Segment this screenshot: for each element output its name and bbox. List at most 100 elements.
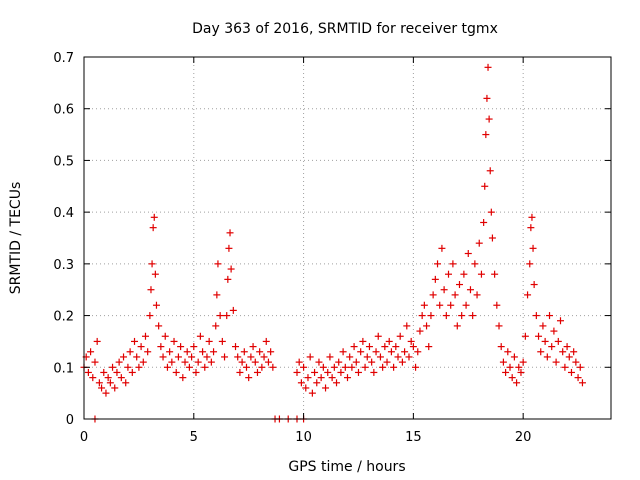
data-point — [357, 348, 365, 356]
data-point — [192, 368, 200, 376]
data-point — [131, 337, 139, 345]
data-point — [440, 286, 448, 294]
data-point — [570, 348, 578, 356]
data-point — [412, 363, 420, 371]
data-point — [493, 301, 501, 309]
data-point — [139, 358, 147, 366]
data-point — [403, 322, 411, 330]
data-point — [196, 332, 204, 340]
data-point — [434, 260, 442, 268]
data-point — [350, 343, 358, 351]
data-point — [236, 368, 244, 376]
data-point — [317, 374, 325, 382]
data-point — [313, 379, 321, 387]
data-point — [521, 332, 529, 340]
data-point — [486, 167, 494, 175]
data-point — [199, 348, 207, 356]
data-point — [574, 374, 582, 382]
data-point — [179, 374, 187, 382]
data-point — [319, 363, 327, 371]
data-point — [141, 332, 149, 340]
data-point — [372, 348, 380, 356]
data-point — [414, 348, 422, 356]
y-tick-label: 0.3 — [53, 258, 74, 273]
plot-frame — [83, 56, 612, 420]
data-point — [455, 281, 463, 289]
data-point — [304, 374, 312, 382]
data-point — [578, 379, 586, 387]
data-point — [137, 343, 145, 351]
data-point — [438, 244, 446, 252]
data-point — [207, 358, 215, 366]
data-point — [390, 363, 398, 371]
data-point — [359, 337, 367, 345]
data-point — [185, 363, 193, 371]
data-point — [401, 348, 409, 356]
data-point — [148, 260, 156, 268]
data-point — [210, 348, 218, 356]
data-point — [212, 322, 220, 330]
data-point — [576, 363, 584, 371]
data-point — [315, 358, 323, 366]
data-point — [133, 353, 141, 361]
data-point — [466, 286, 474, 294]
data-point — [264, 358, 272, 366]
chart-title: Day 363 of 2016, SRMTID for receiver tgm… — [192, 21, 498, 37]
data-point — [416, 327, 424, 335]
y-tick-label: 0.1 — [53, 361, 74, 376]
y-tick-label: 0.4 — [53, 206, 74, 221]
y-tick-label: 0.5 — [53, 154, 74, 169]
data-point — [425, 343, 433, 351]
data-point — [423, 322, 431, 330]
data-point — [442, 312, 450, 320]
data-point — [346, 353, 354, 361]
data-point — [339, 348, 347, 356]
data-point — [394, 353, 402, 361]
data-point — [469, 312, 477, 320]
data-point — [322, 384, 330, 392]
data-point — [223, 312, 231, 320]
data-point — [203, 353, 211, 361]
data-point — [341, 363, 349, 371]
data-point — [155, 322, 163, 330]
data-point — [214, 260, 222, 268]
data-point — [361, 363, 369, 371]
data-point — [238, 358, 246, 366]
data-point — [126, 348, 134, 356]
data-point — [539, 322, 547, 330]
data-point — [135, 363, 143, 371]
data-point — [84, 368, 92, 376]
data-point — [405, 353, 413, 361]
data-point — [104, 374, 112, 382]
data-point — [109, 363, 117, 371]
data-points — [80, 63, 586, 423]
data-point — [253, 368, 261, 376]
data-point — [177, 343, 185, 351]
data-point — [488, 234, 496, 242]
data-point — [483, 94, 491, 102]
data-point — [262, 337, 270, 345]
data-point — [363, 353, 371, 361]
x-tick-label: 5 — [190, 430, 198, 445]
data-point — [464, 250, 472, 258]
data-point — [453, 322, 461, 330]
y-tick-label: 0 — [66, 413, 74, 428]
data-point — [333, 379, 341, 387]
x-tick-label: 0 — [80, 430, 88, 445]
data-point — [100, 368, 108, 376]
data-point — [495, 322, 503, 330]
data-point — [89, 374, 97, 382]
data-point — [499, 358, 507, 366]
data-point — [487, 208, 495, 216]
data-point — [527, 224, 535, 232]
data-point — [565, 353, 573, 361]
tick-labels: 0 0.1 0.2 0.3 0.4 0.5 0.6 0.7 0 5 10 15 20 — [53, 51, 531, 445]
data-point — [383, 358, 391, 366]
data-point — [548, 343, 556, 351]
data-point — [532, 312, 540, 320]
data-point — [381, 343, 389, 351]
data-point — [251, 358, 259, 366]
data-point — [429, 291, 437, 299]
y-tick-label: 0.7 — [53, 51, 74, 66]
